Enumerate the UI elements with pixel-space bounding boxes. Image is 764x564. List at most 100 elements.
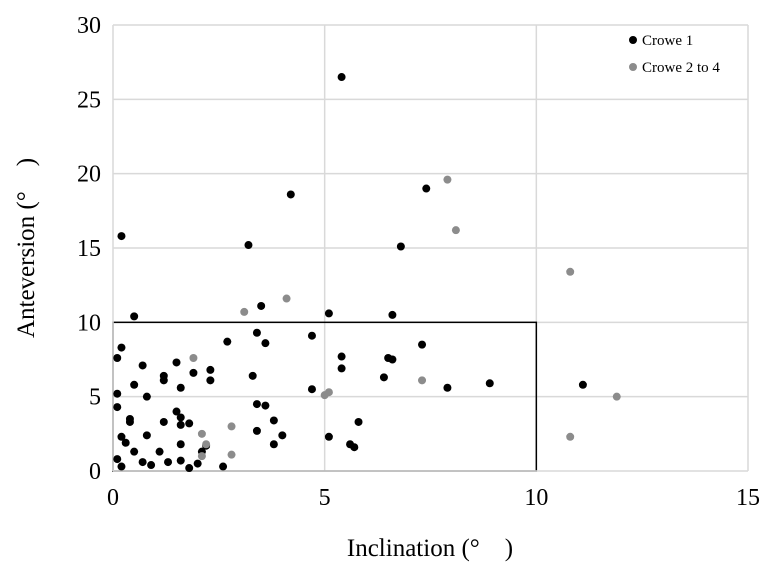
point-crowe-2-to-4 [227,450,236,459]
point-crowe-1 [142,431,151,440]
y-tick-label: 30 [77,13,101,39]
point-crowe-1 [578,380,587,389]
y-tick-label: 25 [77,87,101,113]
point-crowe-1 [113,354,122,363]
point-crowe-1 [324,309,333,318]
point-crowe-1 [142,392,151,401]
point-crowe-1 [269,416,278,425]
tick-labels: 0 5 10 15 20 25 30 0 5 10 15 [77,13,760,511]
point-crowe-1 [252,400,261,409]
point-crowe-1 [193,459,202,468]
point-crowe-2-to-4 [612,392,621,401]
point-crowe-1 [138,458,147,467]
legend-label-crowe-2-to-4: Crowe 2 to 4 [642,60,720,76]
point-crowe-1 [252,328,261,337]
point-crowe-1 [172,407,181,416]
data-points [113,73,621,473]
point-crowe-1 [219,462,228,471]
point-crowe-1 [257,301,266,310]
point-crowe-1 [125,417,134,426]
point-crowe-1 [155,447,164,456]
point-crowe-1 [176,440,185,449]
point-crowe-1 [252,426,261,435]
point-crowe-1 [337,73,346,82]
y-tick-label: 5 [89,385,101,411]
point-crowe-1 [206,365,215,374]
point-crowe-1 [388,355,397,364]
point-crowe-2-to-4 [202,440,211,449]
point-crowe-2-to-4 [451,226,460,235]
point-crowe-2-to-4 [324,388,333,397]
point-crowe-1 [206,376,215,385]
y-axis-title: Anteversion (° ) [13,158,40,338]
point-crowe-1 [113,455,122,464]
y-tick-label: 20 [77,162,101,188]
point-crowe-1 [117,432,126,441]
point-crowe-1 [176,456,185,465]
point-crowe-1 [189,368,198,377]
legend-marker-crowe-1 [629,36,637,44]
point-crowe-1 [185,464,194,473]
point-crowe-1 [261,339,270,348]
point-crowe-1 [324,432,333,441]
point-crowe-1 [138,361,147,370]
point-crowe-1 [261,401,270,410]
point-crowe-1 [278,431,287,440]
point-crowe-1 [307,385,316,394]
point-crowe-1 [164,458,173,467]
point-crowe-1 [354,417,363,426]
point-crowe-1 [117,462,126,471]
point-crowe-1 [113,403,122,412]
point-crowe-1 [117,343,126,352]
point-crowe-1 [422,184,431,193]
point-crowe-2-to-4 [197,452,206,461]
point-crowe-1 [244,241,253,250]
point-crowe-1 [130,380,139,389]
y-tick-label: 10 [77,310,101,336]
gridlines [113,24,749,471]
x-tick-label: 10 [524,485,548,511]
point-crowe-1 [248,371,257,380]
point-crowe-1 [269,440,278,449]
point-crowe-2-to-4 [227,422,236,431]
point-crowe-1 [130,447,139,456]
point-crowe-1 [159,417,168,426]
point-crowe-1 [117,232,126,241]
point-crowe-2-to-4 [418,376,427,385]
point-crowe-2-to-4 [197,429,206,438]
point-crowe-1 [443,383,452,392]
point-crowe-1 [337,352,346,361]
point-crowe-1 [130,312,139,321]
point-crowe-2-to-4 [566,267,575,276]
point-crowe-2-to-4 [443,175,452,184]
legend-marker-crowe-2-to-4 [629,63,637,71]
point-crowe-1 [172,358,181,367]
x-tick-label: 0 [107,485,119,511]
point-crowe-2-to-4 [566,432,575,441]
point-crowe-1 [147,461,156,470]
point-crowe-2-to-4 [189,354,198,363]
legend-label-crowe-1: Crowe 1 [642,33,693,49]
point-crowe-1 [159,376,168,385]
x-tick-label: 5 [319,485,331,511]
point-crowe-1 [176,383,185,392]
point-crowe-2-to-4 [240,307,249,316]
point-crowe-1 [337,364,346,373]
point-crowe-1 [176,413,185,422]
point-crowe-1 [418,340,427,349]
point-crowe-1 [121,438,130,447]
point-crowe-2-to-4 [282,294,291,303]
point-crowe-1 [176,420,185,429]
point-crowe-1 [350,443,359,452]
point-crowe-1 [113,389,122,398]
point-crowe-1 [185,419,194,428]
point-crowe-1 [485,379,494,388]
axes [112,25,748,472]
x-tick-label: 15 [736,485,760,511]
x-axis-title: Inclination (° ) [347,535,513,562]
y-tick-label: 15 [77,236,101,262]
point-crowe-1 [379,373,388,382]
legend: Crowe 1 Crowe 2 to 4 [629,33,720,76]
point-crowe-1 [223,337,232,346]
